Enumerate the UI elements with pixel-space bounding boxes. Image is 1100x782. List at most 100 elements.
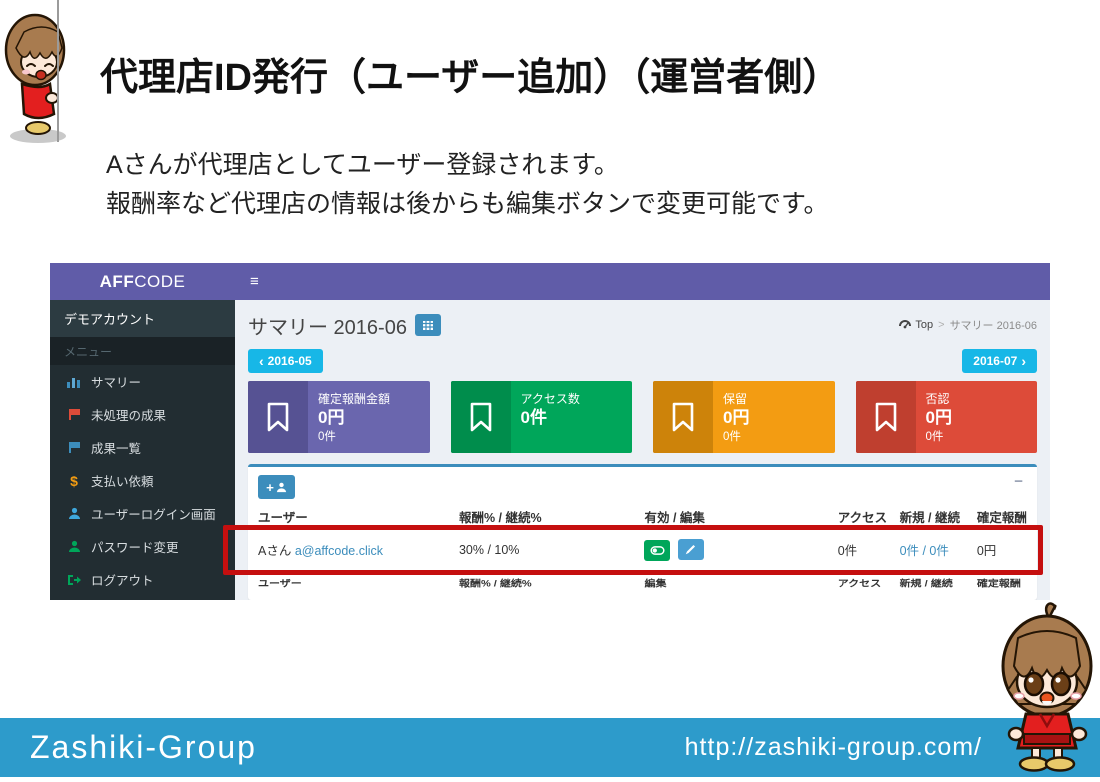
footer-url: http://zashiki-group.com/ bbox=[684, 733, 982, 761]
breadcrumb-top-link[interactable]: Top bbox=[899, 319, 933, 331]
slide-description-line2: 報酬率など代理店の情報は後からも編集ボタンで変更可能です。 bbox=[106, 189, 829, 218]
sidebar-menu-header: メニュー bbox=[50, 337, 235, 365]
sidebar-item-logout[interactable]: ログアウト bbox=[50, 563, 235, 596]
slide-title: 代理店ID発行（ユーザー追加）（運営者側） bbox=[100, 57, 841, 99]
table-header-row: ユーザー 報酬% / 継続% 有効 / 編集 アクセス 新規 / 継続 確定報酬 bbox=[248, 505, 1037, 529]
col-header-valid-edit: 有効 / 編集 bbox=[644, 511, 705, 525]
dashboard-icon bbox=[899, 320, 912, 329]
table-grid-icon bbox=[421, 319, 434, 331]
stat-box-rejected: 否認 0円 0件 bbox=[855, 381, 1037, 453]
sidebar-item-results-list[interactable]: 成果一覧 bbox=[50, 431, 235, 464]
prev-month-button[interactable]: ‹ 2016-05 bbox=[248, 349, 323, 373]
edit-user-button[interactable] bbox=[677, 538, 704, 560]
stat-value: 0円 bbox=[318, 408, 345, 427]
user-cell: Aさん a@affcode.click bbox=[258, 540, 459, 559]
rate-cell: 30% / 10% bbox=[458, 542, 520, 557]
stat-sub: 0件 bbox=[318, 431, 336, 444]
stat-value: 0件 bbox=[520, 408, 547, 427]
flag-red-icon bbox=[64, 408, 84, 421]
collapse-panel-button[interactable]: − bbox=[1014, 473, 1023, 490]
pencil-icon bbox=[686, 544, 696, 554]
chevron-right-icon: › bbox=[1021, 353, 1026, 369]
sidebar-item-summary[interactable]: サマリー bbox=[50, 365, 235, 398]
bookmark-icon bbox=[248, 381, 308, 453]
stat-box-confirmed-reward: 確定報酬金額 0円 0件 bbox=[248, 381, 430, 453]
footer-col-access: アクセス bbox=[837, 578, 882, 589]
stat-value: 0円 bbox=[925, 408, 952, 427]
bookmark-icon bbox=[855, 381, 916, 453]
stat-sub: 0件 bbox=[925, 431, 944, 444]
stat-box-pending: 保留 0円 0件 bbox=[653, 381, 835, 453]
access-cell: 0件 bbox=[837, 544, 858, 558]
table-footer-row: ユーザー 報酬% / 継続% 編集 アクセス 新規 / 継続 確定報酬 bbox=[248, 573, 1037, 593]
logout-icon bbox=[64, 574, 84, 586]
footer-col-confirmed: 確定報酬 bbox=[976, 578, 1021, 589]
stat-value: 0円 bbox=[723, 408, 750, 427]
stat-label: 確定報酬金額 bbox=[318, 392, 391, 406]
wall-edge-line bbox=[57, 0, 59, 142]
user-name: Aさん bbox=[258, 544, 292, 558]
slide-description: Aさんが代理店としてユーザー登録されます。 報酬率など代理店の情報は後からも編集… bbox=[106, 146, 1006, 224]
footer-col-rate: 報酬% / 継続% bbox=[458, 578, 532, 589]
bar-chart-icon bbox=[64, 376, 84, 388]
toggle-active-button[interactable] bbox=[644, 539, 671, 561]
breadcrumb-separator: > bbox=[938, 319, 945, 331]
plus-icon: + bbox=[266, 479, 274, 495]
new-cont-links[interactable]: 0件 / 0件 bbox=[899, 544, 949, 558]
mascot-peeking-girl bbox=[2, 6, 80, 146]
stat-label: 保留 bbox=[723, 392, 748, 406]
slide-description-line1: Aさんが代理店としてユーザー登録されます。 bbox=[106, 151, 619, 179]
sidebar-item-label: 支払い依頼 bbox=[91, 475, 154, 489]
hamburger-icon[interactable]: ≡ bbox=[250, 273, 259, 290]
col-header-rate: 報酬% / 継続% bbox=[458, 511, 542, 525]
dashboard-screenshot: AFFCODE ≡ デモアカウント メニュー サマリー 未処理の成果 bbox=[50, 263, 1050, 600]
breadcrumb-top-label: Top bbox=[915, 319, 934, 331]
add-user-button[interactable]: + bbox=[258, 475, 295, 499]
app-logo-rest: CODE bbox=[134, 271, 186, 291]
sidebar-item-label: ログアウト bbox=[91, 574, 154, 588]
col-header-access: アクセス bbox=[837, 511, 888, 525]
next-month-label: 2016-07 bbox=[973, 354, 1018, 368]
sidebar-item-user-login[interactable]: ユーザーログイン画面 bbox=[50, 497, 235, 530]
chevron-left-icon: ‹ bbox=[259, 353, 264, 369]
app-navbar: ≡ bbox=[235, 263, 1050, 300]
stat-label: アクセス数 bbox=[520, 392, 580, 406]
app-header: AFFCODE ≡ bbox=[50, 263, 1050, 300]
sidebar: デモアカウント メニュー サマリー 未処理の成果 成果一覧 bbox=[50, 300, 235, 600]
flag-blue-icon bbox=[64, 441, 84, 454]
sidebar-item-payment-request[interactable]: $ 支払い依頼 bbox=[50, 464, 235, 497]
valid-edit-cell bbox=[644, 538, 837, 561]
mascot-standing-girl bbox=[996, 600, 1100, 777]
slide-footer: Zashiki-Group http://zashiki-group.com/ bbox=[0, 718, 1100, 777]
user-green-icon bbox=[64, 540, 84, 553]
bookmark-icon bbox=[653, 381, 713, 453]
stat-sub: 0件 bbox=[723, 431, 741, 444]
app-logo-bold: AFF bbox=[99, 271, 135, 291]
footer-company-name: Zashiki-Group bbox=[30, 729, 257, 765]
stat-label: 否認 bbox=[925, 392, 950, 406]
toggle-icon bbox=[650, 545, 665, 555]
user-icon bbox=[276, 482, 287, 492]
sidebar-item-pending-results[interactable]: 未処理の成果 bbox=[50, 398, 235, 431]
sidebar-item-change-password[interactable]: パスワード変更 bbox=[50, 530, 235, 563]
page-title: サマリー 2016-06 bbox=[248, 311, 441, 340]
confirmed-cell: 0円 bbox=[976, 544, 997, 558]
sidebar-item-label: ユーザーログイン画面 bbox=[91, 508, 216, 522]
footer-col-new-cont: 新規 / 継続 bbox=[899, 578, 953, 589]
user-blue-icon bbox=[64, 507, 84, 520]
page-title-text: サマリー 2016-06 bbox=[248, 316, 407, 339]
breadcrumb-current: サマリー 2016-06 bbox=[949, 320, 1037, 332]
sidebar-item-label: 成果一覧 bbox=[91, 442, 142, 456]
next-month-button[interactable]: 2016-07 › bbox=[962, 349, 1037, 373]
footer-col-edit: 編集 bbox=[644, 578, 667, 589]
col-header-new-cont: 新規 / 継続 bbox=[899, 511, 960, 525]
calendar-table-button[interactable] bbox=[414, 314, 441, 336]
sidebar-item-label: サマリー bbox=[91, 376, 142, 390]
main-content: サマリー 2016-06 Top > サマリ bbox=[235, 300, 1050, 600]
sidebar-account-label: デモアカウント bbox=[50, 300, 235, 337]
user-email-link[interactable]: a@affcode.click bbox=[294, 544, 384, 558]
stat-box-access-count: アクセス数 0件 bbox=[450, 381, 632, 453]
app-logo[interactable]: AFFCODE bbox=[50, 263, 235, 300]
dollar-icon: $ bbox=[70, 472, 78, 489]
col-header-confirmed: 確定報酬 bbox=[976, 511, 1027, 525]
